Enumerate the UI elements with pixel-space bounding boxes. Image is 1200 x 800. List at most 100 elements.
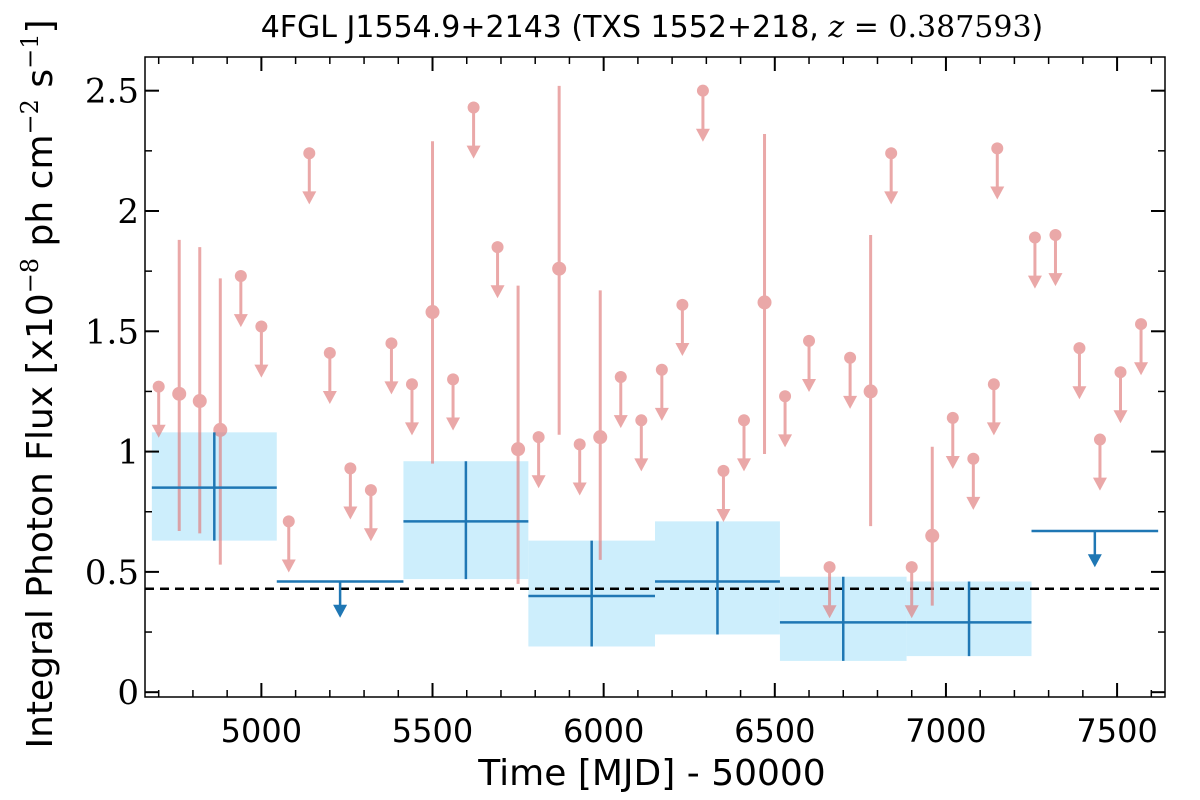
fine-point — [281, 515, 296, 573]
fine-upper-limit-arrow — [1048, 273, 1063, 287]
fine-upper-limit-arrow — [1072, 386, 1087, 400]
fine-point-marker — [717, 464, 730, 477]
fine-point-marker — [385, 337, 398, 350]
binned-point — [151, 432, 277, 541]
fine-point-marker — [511, 442, 526, 457]
fine-point-marker — [593, 430, 608, 445]
fine-upper-limit-arrow — [843, 395, 858, 409]
fine-point-marker — [737, 414, 750, 427]
fine-point — [466, 101, 481, 159]
y-tick-label: 0.5 — [85, 553, 139, 593]
fine-point — [843, 351, 858, 409]
fine-point — [425, 141, 440, 464]
fine-point-marker — [282, 515, 295, 528]
x-axis-label: Time [MJD] - 50000 — [477, 753, 825, 794]
fine-point — [446, 373, 461, 431]
fine-point — [1027, 231, 1042, 289]
fine-point-marker — [255, 320, 268, 333]
fine-point-marker — [344, 462, 357, 475]
fine-point — [213, 278, 228, 565]
fine-upper-limit-arrow — [990, 186, 1005, 200]
fine-point — [302, 147, 317, 205]
fine-upper-limit-arrow — [654, 407, 669, 421]
fine-upper-limit-arrow — [986, 422, 1001, 436]
y-axis-label-exp2: −2 — [16, 99, 44, 134]
fine-upper-limit-arrow — [778, 434, 793, 448]
fine-point — [233, 269, 248, 328]
chart-title-z-value: = 0.387593 — [844, 10, 1031, 45]
fine-point-marker — [757, 295, 772, 310]
binned-upper-limit-arrow — [1087, 554, 1102, 568]
fine-point-marker — [885, 147, 898, 160]
fine-point-marker — [696, 84, 709, 97]
fine-upper-limit-arrow — [281, 559, 296, 573]
fine-point — [172, 239, 187, 531]
fine-point — [404, 378, 419, 436]
fine-point-marker — [863, 384, 878, 399]
fine-upper-limit-arrow — [736, 458, 751, 472]
chart-title-prefix: 4FGL J1554.9+2143 (TXS 1552+218, — [261, 10, 829, 45]
y-axis-label-part3: s — [20, 69, 61, 99]
fine-upper-limit-arrow — [151, 424, 166, 438]
y-axis-label-part1: Integral Photon Flux [x10 — [20, 293, 61, 748]
fine-point-marker — [405, 378, 418, 391]
fine-point — [490, 241, 505, 299]
binned-point — [906, 581, 1032, 657]
fine-point — [1113, 366, 1128, 424]
fine-point — [1134, 318, 1149, 376]
axis-ticks: 5000 5500 6000 6500 7000 7500 0 0.5 1 1.5 2 2.5 — [85, 57, 1165, 750]
x-tick-label: 5500 — [392, 712, 473, 750]
fine-upper-limit-arrow — [302, 191, 317, 205]
chart-title: 4FGL J1554.9+2143 (TXS 1552+218, z = 0.3… — [261, 10, 1044, 45]
fine-point-marker — [491, 241, 504, 254]
fine-upper-limit-arrow — [446, 417, 461, 431]
fine-point — [945, 411, 960, 470]
fine-upper-limit-arrow — [1092, 477, 1107, 491]
binned-points — [151, 432, 1159, 661]
binned-point — [779, 576, 907, 661]
fine-point-marker — [152, 380, 165, 393]
fine-point — [322, 346, 337, 405]
fine-point-marker — [967, 452, 980, 465]
fine-point-marker — [364, 484, 377, 497]
x-tick-label: 7000 — [905, 712, 986, 750]
fine-upper-limit-arrow — [966, 496, 981, 510]
fine-point-marker — [234, 269, 247, 282]
fine-point-marker — [946, 411, 959, 424]
fine-point — [675, 298, 690, 356]
fine-upper-limit-arrow — [404, 422, 419, 436]
binned-point — [403, 461, 529, 580]
fine-point-marker — [552, 261, 567, 276]
binned-point — [655, 521, 780, 635]
fine-upper-limit-arrow — [802, 379, 817, 393]
fine-upper-limit-arrow — [1027, 275, 1042, 289]
fine-point — [384, 337, 399, 395]
fine-point — [151, 380, 166, 438]
fine-point-marker — [676, 298, 689, 311]
fine-point-marker — [925, 528, 940, 543]
y-tick-label: 1 — [117, 433, 139, 473]
x-tick-label: 5000 — [221, 712, 302, 750]
fine-point — [736, 414, 751, 472]
fine-upper-limit-arrow — [884, 191, 899, 205]
plot-frame — [144, 56, 1166, 698]
fine-point — [613, 371, 628, 429]
fine-point — [695, 84, 710, 142]
fine-upper-limit-arrow — [634, 458, 649, 472]
y-axis-label-part2: ph cm — [20, 134, 61, 257]
fine-upper-limit-arrow — [675, 342, 690, 356]
y-axis-label: Integral Photon Flux [x10−8 ph cm−2 s−1] — [16, 19, 61, 748]
fine-point-marker — [823, 561, 836, 574]
y-tick-label: 1.5 — [85, 312, 139, 352]
fine-point — [593, 290, 608, 560]
fine-point — [654, 363, 669, 421]
fine-point-marker — [1114, 366, 1127, 379]
fine-point — [363, 484, 378, 542]
fine-point — [634, 414, 649, 472]
fine-point — [990, 142, 1005, 200]
fine-upper-limit-arrow — [1134, 362, 1149, 376]
fine-upper-limit-arrow — [613, 415, 628, 429]
fine-point — [1048, 229, 1063, 287]
x-tick-label: 6000 — [563, 712, 644, 750]
